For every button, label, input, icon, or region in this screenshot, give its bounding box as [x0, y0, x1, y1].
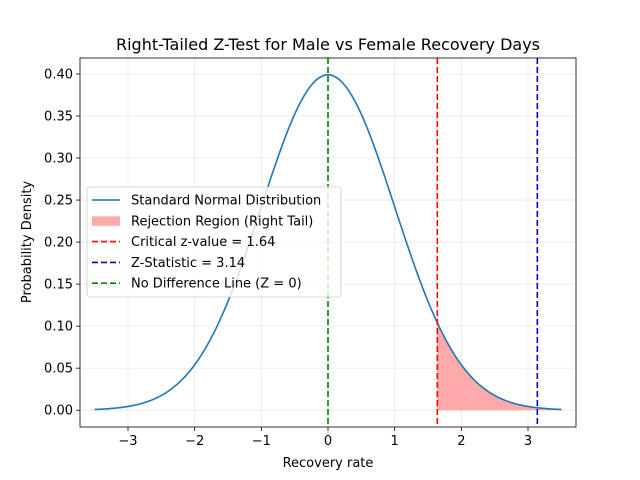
y-tick-label: 0.05 [44, 362, 73, 377]
y-tick-label: 0.20 [44, 236, 73, 251]
x-tick-label: 3 [524, 434, 532, 449]
y-tick-label: 0.35 [44, 109, 73, 124]
x-tick-label: −2 [185, 434, 204, 449]
x-tick-label: 1 [391, 434, 399, 449]
x-tick-label: −3 [118, 434, 137, 449]
x-axis-label: Recovery rate [283, 456, 374, 471]
legend-label: Critical z-value = 1.64 [131, 235, 275, 250]
legend-label: Rejection Region (Right Tail) [131, 214, 313, 229]
chart-title: Right-Tailed Z-Test for Male vs Female R… [116, 35, 540, 54]
y-tick-label: 0.00 [44, 404, 73, 419]
legend-label: No Difference Line (Z = 0) [131, 277, 302, 292]
x-tick-label: −1 [252, 434, 271, 449]
y-axis-ticks: 0.00 0.05 0.10 0.15 0.20 0.25 0.30 0.35 0.40 [44, 67, 80, 419]
legend-swatch [92, 216, 120, 226]
y-tick-label: 0.30 [44, 152, 73, 167]
legend-label: Standard Normal Distribution [131, 194, 321, 209]
y-tick-label: 0.40 [44, 67, 73, 82]
legend: Standard Normal Distribution Rejection Re… [86, 186, 342, 298]
x-axis-ticks: −3 −2 −1 0 1 2 3 [118, 427, 532, 449]
rejection-region [437, 322, 562, 411]
y-tick-label: 0.25 [44, 194, 73, 209]
normal-curve [94, 74, 562, 411]
y-tick-label: 0.10 [44, 320, 73, 335]
legend-box [86, 186, 342, 298]
x-tick-label: 2 [457, 434, 465, 449]
y-tick-label: 0.15 [44, 278, 73, 293]
legend-label: Z-Statistic = 3.14 [131, 256, 245, 271]
x-tick-label: 0 [324, 434, 332, 449]
y-axis-label: Probability Density [20, 181, 35, 304]
